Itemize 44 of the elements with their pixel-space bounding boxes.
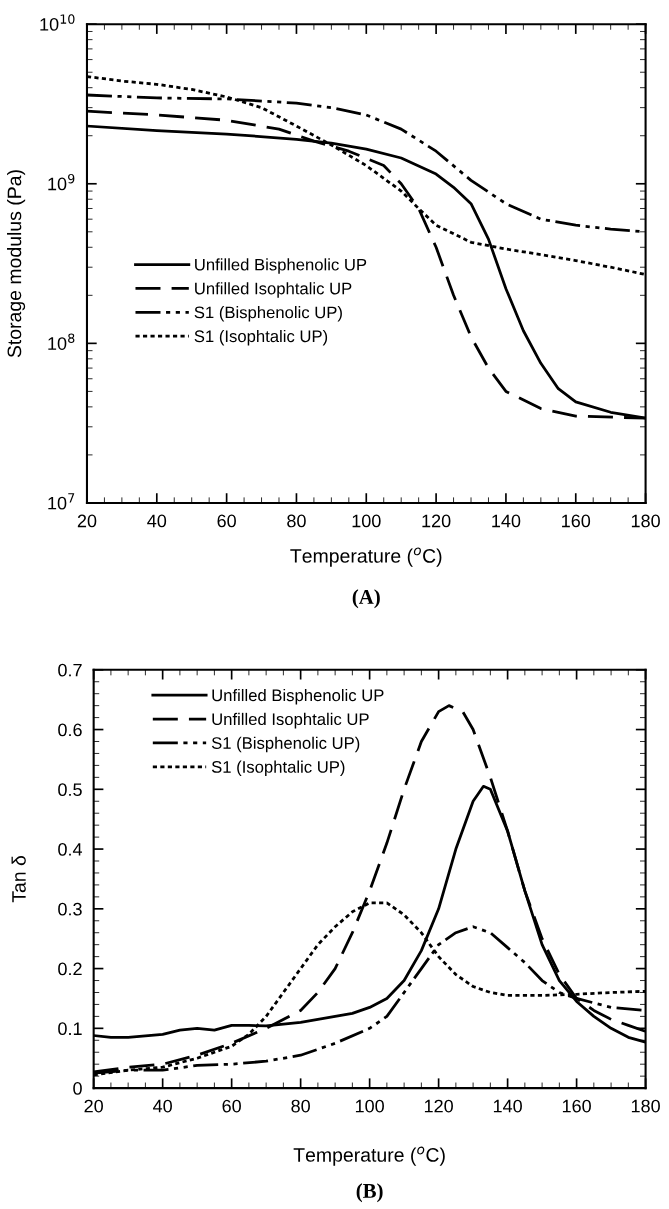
- x-tick-label: 80: [291, 1099, 310, 1113]
- y-tick-label: 0.6: [58, 723, 82, 737]
- y-tick-label: 0.7: [58, 663, 82, 677]
- y-tick-label: 0: [73, 1082, 82, 1095]
- x-tick-label: 100: [352, 514, 381, 528]
- x-tick-label: 180: [631, 1099, 660, 1113]
- legend-label: S1 (Isophtalic UP): [194, 329, 328, 346]
- legend-label: Unfilled Isophtalic UP: [212, 712, 369, 729]
- y-axis-title: Tan δ: [11, 855, 26, 903]
- x-tick-label: 40: [153, 1099, 172, 1113]
- legend-label: S1 (Isophtalic UP): [211, 760, 345, 777]
- x-axis-title: Temperature ($^{o}$C): [293, 1146, 445, 1166]
- x-tick-label: 160: [562, 1099, 591, 1113]
- x-tick-label: 100: [355, 1099, 384, 1113]
- y-tick-label: 0.2: [58, 962, 82, 976]
- legend-label: S1 (Bisphenolic UP): [194, 306, 342, 322]
- x-tick-label: 20: [84, 1099, 103, 1113]
- x-tick-label: 140: [492, 514, 521, 528]
- y-tick-label: 0.4: [58, 843, 83, 856]
- text: (B): [356, 1183, 383, 1203]
- legend-label: Unfilled Bisphenolic UP: [212, 688, 384, 705]
- y-tick-label: 0.1: [58, 1022, 82, 1036]
- x-tick-label: 20: [77, 514, 97, 528]
- y-tick-label: 0.3: [58, 902, 82, 916]
- x-tick-label: 140: [493, 1099, 522, 1113]
- x-tick-label: 40: [147, 514, 167, 528]
- x-tick-label: 160: [562, 514, 591, 528]
- y-tick-label: 10$^{10}$: [40, 14, 75, 31]
- y-tick-label: 10$^{8}$: [48, 333, 75, 350]
- y-tick-label: 0.5: [58, 783, 82, 797]
- x-tick-label: 180: [631, 514, 660, 528]
- legend-label: S1 (Bisphenolic UP): [211, 736, 360, 753]
- legend-label: Unfilled Isophtalic UP: [195, 282, 352, 298]
- x-tick-label: 80: [287, 514, 306, 528]
- x-tick-label: 60: [222, 1099, 241, 1113]
- y-tick-label: 10$^{9}$: [48, 173, 75, 191]
- x-tick-label: 60: [217, 514, 236, 528]
- text: (A): [352, 589, 380, 609]
- x-axis-title: Temperature ($^{o}$C): [290, 547, 442, 567]
- legend-label: Unfilled Bisphenolic UP: [195, 258, 367, 274]
- x-tick-label: 120: [422, 514, 451, 528]
- y-axis-title: Storage modulus (Pa): [7, 170, 26, 358]
- y-tick-label: 10$^{7}$: [48, 493, 75, 510]
- x-tick-label: 120: [424, 1099, 453, 1113]
